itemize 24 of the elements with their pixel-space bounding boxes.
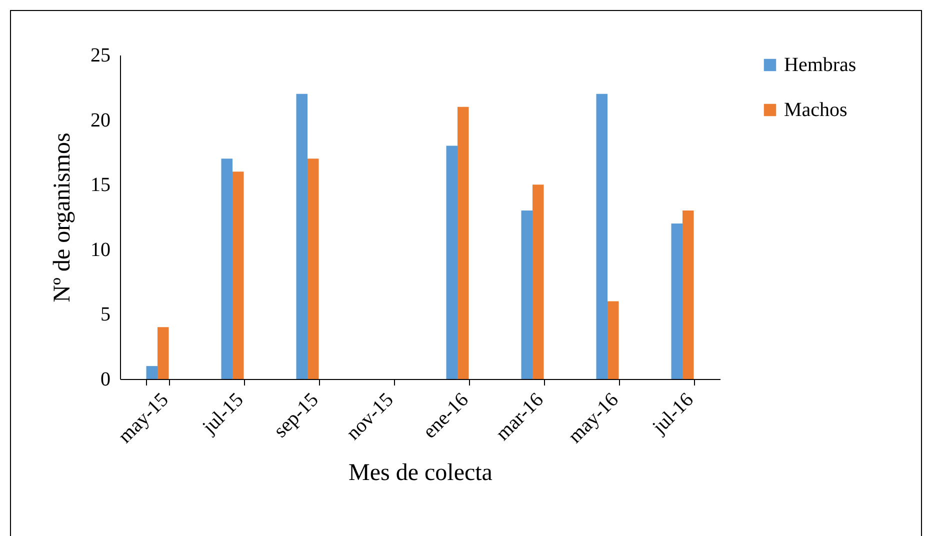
bar — [308, 158, 319, 379]
bar — [458, 106, 469, 379]
bar — [296, 94, 308, 379]
bar — [532, 184, 544, 379]
bar — [682, 210, 694, 379]
legend-label: Machos — [784, 99, 848, 121]
bar — [221, 158, 232, 379]
y-tick-label: 25 — [90, 44, 110, 66]
y-axis-title: Nº de organismos — [50, 132, 76, 302]
y-tick-label: 20 — [90, 109, 110, 132]
bar — [158, 327, 169, 379]
bar — [596, 94, 608, 379]
y-tick-label: 10 — [90, 238, 110, 261]
legend-label: Hembras — [784, 54, 856, 76]
bar — [446, 146, 458, 379]
bar — [671, 223, 682, 379]
y-tick-label: 5 — [100, 304, 110, 326]
x-axis-title: Mes de colecta — [348, 460, 493, 486]
bar — [608, 301, 619, 379]
y-tick-label: 0 — [100, 368, 110, 390]
y-tick-label: 15 — [90, 174, 110, 196]
bar — [232, 172, 244, 379]
bar — [146, 366, 158, 379]
bar — [521, 210, 532, 379]
